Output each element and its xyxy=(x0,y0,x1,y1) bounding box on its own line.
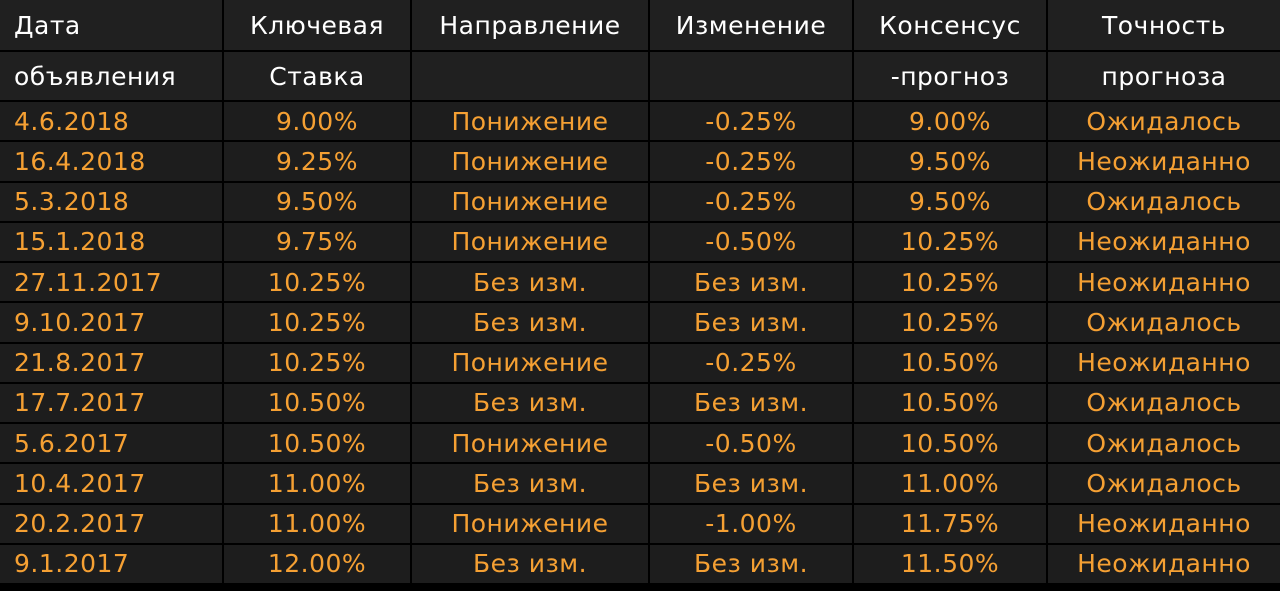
table-cell: Без изм. xyxy=(412,383,648,422)
table-cell: Ожидалось xyxy=(1048,383,1280,422)
table-cell: 10.4.2017 xyxy=(0,464,222,503)
table-cell: 9.50% xyxy=(854,142,1046,181)
table-cell: 10.50% xyxy=(224,383,410,422)
table-cell: Без изм. xyxy=(412,544,648,583)
table-cell: -0.50% xyxy=(650,424,852,463)
header-cell: Ключевая xyxy=(224,0,410,50)
table-cell: 9.25% xyxy=(224,142,410,181)
table-cell: Без изм. xyxy=(650,544,852,583)
table-cell: 15.1.2018 xyxy=(0,222,222,261)
table-cell: 11.00% xyxy=(854,464,1046,503)
table-cell: Понижение xyxy=(412,343,648,382)
header-cell: Дата xyxy=(0,0,222,50)
table-cell: 17.7.2017 xyxy=(0,383,222,422)
header-cell: Точность xyxy=(1048,0,1280,50)
table-cell: 10.25% xyxy=(224,263,410,302)
table-cell: -0.25% xyxy=(650,343,852,382)
table-cell: 10.25% xyxy=(854,222,1046,261)
table-cell: 5.3.2018 xyxy=(0,182,222,221)
header-cell: Ставка xyxy=(224,52,410,100)
table-cell: 10.50% xyxy=(854,383,1046,422)
table-cell: -1.00% xyxy=(650,504,852,543)
table-cell: 11.50% xyxy=(854,544,1046,583)
table-cell: Понижение xyxy=(412,182,648,221)
table-cell: 10.50% xyxy=(224,424,410,463)
table-cell: Неожиданно xyxy=(1048,142,1280,181)
table-cell: Без изм. xyxy=(650,303,852,342)
table-cell: 9.75% xyxy=(224,222,410,261)
table-cell: 9.1.2017 xyxy=(0,544,222,583)
table-cell: Понижение xyxy=(412,102,648,141)
table-cell: Неожиданно xyxy=(1048,222,1280,261)
table-cell: Без изм. xyxy=(412,303,648,342)
header-cell: Консенсус xyxy=(854,0,1046,50)
table-cell: Без изм. xyxy=(650,464,852,503)
table-cell: Без изм. xyxy=(412,464,648,503)
table-cell: Ожидалось xyxy=(1048,464,1280,503)
table-cell: Без изм. xyxy=(650,383,852,422)
table-cell: Понижение xyxy=(412,504,648,543)
header-cell: Изменение xyxy=(650,0,852,50)
table-cell: Неожиданно xyxy=(1048,504,1280,543)
table-cell: 9.50% xyxy=(854,182,1046,221)
table-cell: 10.25% xyxy=(224,303,410,342)
table-cell: Понижение xyxy=(412,142,648,181)
table-cell: Неожиданно xyxy=(1048,263,1280,302)
header-cell: прогноза xyxy=(1048,52,1280,100)
header-cell: -прогноз xyxy=(854,52,1046,100)
header-blank xyxy=(412,52,648,100)
table-cell: Понижение xyxy=(412,222,648,261)
header-cell: объявления xyxy=(0,52,222,100)
table-cell: 11.00% xyxy=(224,464,410,503)
table-cell: Без изм. xyxy=(412,263,648,302)
table-cell: 9.50% xyxy=(224,182,410,221)
header-cell: Направление xyxy=(412,0,648,50)
table-cell: Ожидалось xyxy=(1048,303,1280,342)
table-cell: 5.6.2017 xyxy=(0,424,222,463)
table-cell: 27.11.2017 xyxy=(0,263,222,302)
table-cell: -0.25% xyxy=(650,102,852,141)
table-cell: Неожиданно xyxy=(1048,343,1280,382)
table-cell: Неожиданно xyxy=(1048,544,1280,583)
table-cell: 16.4.2018 xyxy=(0,142,222,181)
header-blank xyxy=(650,52,852,100)
table-cell: 9.00% xyxy=(224,102,410,141)
table-cell: 10.25% xyxy=(224,343,410,382)
table-cell: 10.50% xyxy=(854,424,1046,463)
table-cell: Ожидалось xyxy=(1048,102,1280,141)
table-cell: -0.25% xyxy=(650,142,852,181)
table-cell: 21.8.2017 xyxy=(0,343,222,382)
table-cell: 11.00% xyxy=(224,504,410,543)
table-cell: -0.50% xyxy=(650,222,852,261)
table-cell: 20.2.2017 xyxy=(0,504,222,543)
table-cell: 12.00% xyxy=(224,544,410,583)
table-cell: 11.75% xyxy=(854,504,1046,543)
table-cell: Понижение xyxy=(412,424,648,463)
table-cell: -0.25% xyxy=(650,182,852,221)
table-cell: 10.25% xyxy=(854,263,1046,302)
table-cell: 9.00% xyxy=(854,102,1046,141)
table-cell: 10.25% xyxy=(854,303,1046,342)
table-cell: 9.10.2017 xyxy=(0,303,222,342)
table-cell: 4.6.2018 xyxy=(0,102,222,141)
table-cell: Без изм. xyxy=(650,263,852,302)
table-cell: Ожидалось xyxy=(1048,424,1280,463)
table-cell: Ожидалось xyxy=(1048,182,1280,221)
table-cell: 10.50% xyxy=(854,343,1046,382)
